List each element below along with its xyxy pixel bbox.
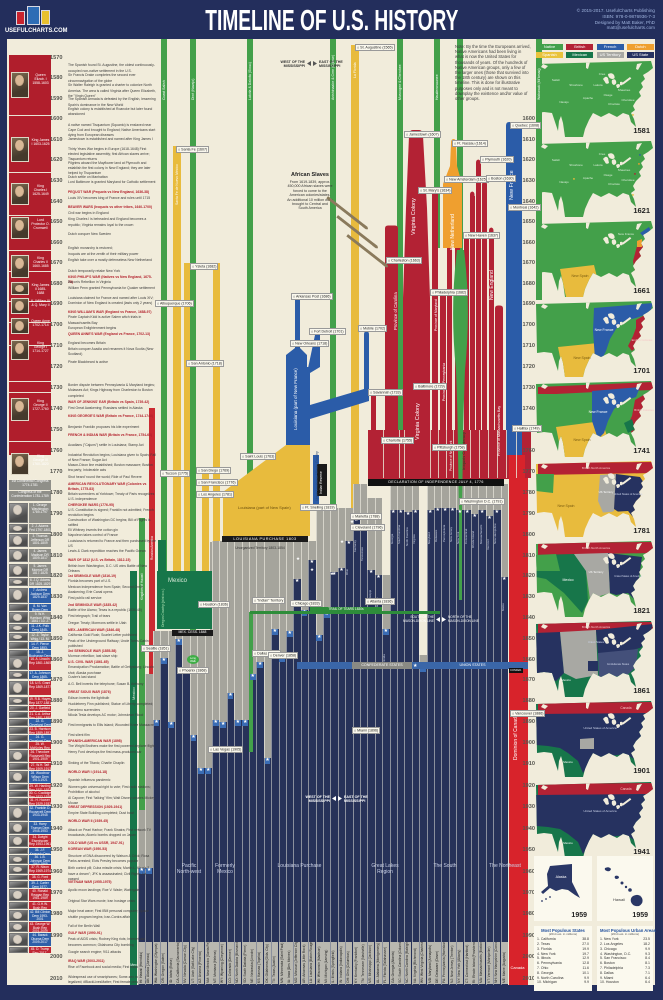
svg-text:New France: New France (618, 232, 635, 236)
svg-text:Shoshone: Shoshone (569, 163, 583, 167)
svg-text:Canada: Canada (620, 706, 631, 710)
svg-text:British North America: British North America (582, 625, 611, 629)
svg-text:1821: 1821 (633, 606, 650, 615)
svg-text:Shoshone: Shoshone (569, 83, 583, 87)
svg-text:Osage: Osage (604, 173, 613, 177)
svg-text:United States of America: United States of America (583, 809, 616, 813)
svg-text:Mexico: Mexico (561, 678, 571, 682)
svg-text:1941: 1941 (633, 847, 650, 856)
svg-text:1959: 1959 (571, 912, 587, 919)
svg-text:Choctaw: Choctaw (608, 182, 621, 186)
svg-text:●: ● (639, 152, 642, 157)
svg-text:English Colonies: English Colonies (632, 338, 653, 342)
svg-text:Mexico: Mexico (563, 841, 573, 845)
svg-text:New France: New France (595, 328, 614, 332)
svg-text:United States of America: United States of America (583, 726, 616, 730)
svg-text:New Spain: New Spain (574, 356, 591, 360)
svg-text:Cherokee: Cherokee (621, 98, 634, 102)
svg-text:British North America: British North America (582, 546, 611, 550)
svg-text:Union States: Union States (588, 640, 605, 644)
svg-text:Shawnee: Shawnee (618, 88, 631, 92)
svg-text:US Territory: US Territory (599, 490, 614, 494)
svg-text:Choctaw: Choctaw (608, 102, 621, 106)
svg-text:Lakota: Lakota (593, 163, 602, 167)
svg-text:New Spain: New Spain (572, 274, 589, 278)
svg-text:Salish: Salish (552, 158, 561, 162)
svg-text:1781: 1781 (633, 526, 650, 535)
svg-text:Canada: Canada (620, 787, 631, 791)
svg-text:Confederate States: Confederate States (607, 662, 630, 666)
svg-text:New France: New France (589, 410, 608, 414)
svg-text:●: ● (632, 192, 635, 197)
svg-text:Osage: Osage (604, 93, 613, 97)
svg-text:1901: 1901 (633, 766, 650, 775)
svg-text:1661: 1661 (633, 286, 650, 295)
svg-text:Apache: Apache (583, 176, 594, 180)
svg-text:●: ● (634, 171, 637, 176)
svg-text:British North America: British North America (582, 466, 611, 470)
svg-text:Shawnee: Shawnee (618, 168, 631, 172)
svg-text:1959: 1959 (632, 912, 648, 919)
svg-text:Salish: Salish (552, 78, 561, 82)
svg-text:1861: 1861 (633, 686, 650, 695)
svg-text:Alaska: Alaska (556, 875, 567, 879)
svg-text:United States of America: United States of America (614, 575, 642, 578)
svg-text:New Spain: New Spain (574, 438, 591, 442)
svg-text:●: ● (573, 176, 576, 181)
svg-text:Apache: Apache (583, 96, 594, 100)
svg-text:US Territory: US Territory (589, 570, 604, 574)
svg-text:1741: 1741 (633, 446, 650, 455)
svg-text:Lakota: Lakota (593, 83, 602, 87)
svg-text:Cree: Cree (599, 152, 606, 156)
svg-text:Cree: Cree (599, 72, 606, 76)
svg-text:British Colonies: British Colonies (634, 408, 654, 412)
svg-text:New Spain: New Spain (558, 504, 575, 508)
svg-text:Navajo: Navajo (559, 100, 569, 104)
svg-text:United States of America: United States of America (614, 492, 643, 496)
svg-text:Cherokee: Cherokee (621, 178, 634, 182)
svg-text:1701: 1701 (633, 366, 650, 375)
svg-text:Mexico: Mexico (563, 760, 573, 764)
svg-text:1621: 1621 (633, 206, 650, 215)
svg-text:●: ● (632, 112, 635, 117)
svg-text:●: ● (638, 161, 641, 166)
svg-text:Navajo: Navajo (559, 180, 569, 184)
svg-text:Hawaii: Hawaii (613, 897, 625, 902)
svg-text:Mexico: Mexico (562, 578, 573, 582)
svg-text:1581: 1581 (633, 126, 650, 135)
